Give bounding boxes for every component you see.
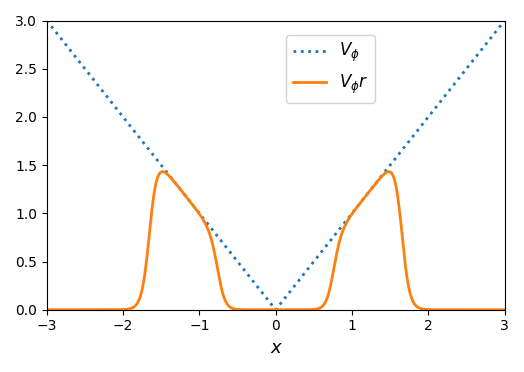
Line: $V_{\phi}$: $V_{\phi}$ <box>47 20 505 310</box>
X-axis label: x: x <box>270 339 281 357</box>
Line: $V_{\phi}r$: $V_{\phi}r$ <box>47 171 505 310</box>
$V_{\phi}r$ <box>501 308 508 312</box>
$V_{\phi}$ <box>123 119 129 123</box>
$V_{\phi}$ <box>501 18 508 23</box>
$V_{\phi}$ <box>219 240 225 244</box>
$V_{\phi}r$ <box>123 307 129 312</box>
$V_{\phi}$ <box>493 29 499 34</box>
$V_{\phi}$ <box>96 84 102 89</box>
$V_{\phi}r$ <box>239 307 245 312</box>
$V_{\phi}$ <box>443 92 450 96</box>
$V_{\phi}r$ <box>159 169 166 174</box>
$V_{\phi}$ <box>272 307 279 312</box>
Legend: $V_{\phi}$, $V_{\phi}r$: $V_{\phi}$, $V_{\phi}r$ <box>286 35 375 103</box>
$V_{\phi}r$ <box>443 308 450 312</box>
$V_{\phi}r$ <box>220 290 226 295</box>
$V_{\phi}r$ <box>493 308 499 312</box>
$V_{\phi}$ <box>239 265 245 270</box>
$V_{\phi}r$ <box>43 308 50 312</box>
$V_{\phi}r$ <box>96 308 102 312</box>
$V_{\phi}$ <box>43 18 50 23</box>
